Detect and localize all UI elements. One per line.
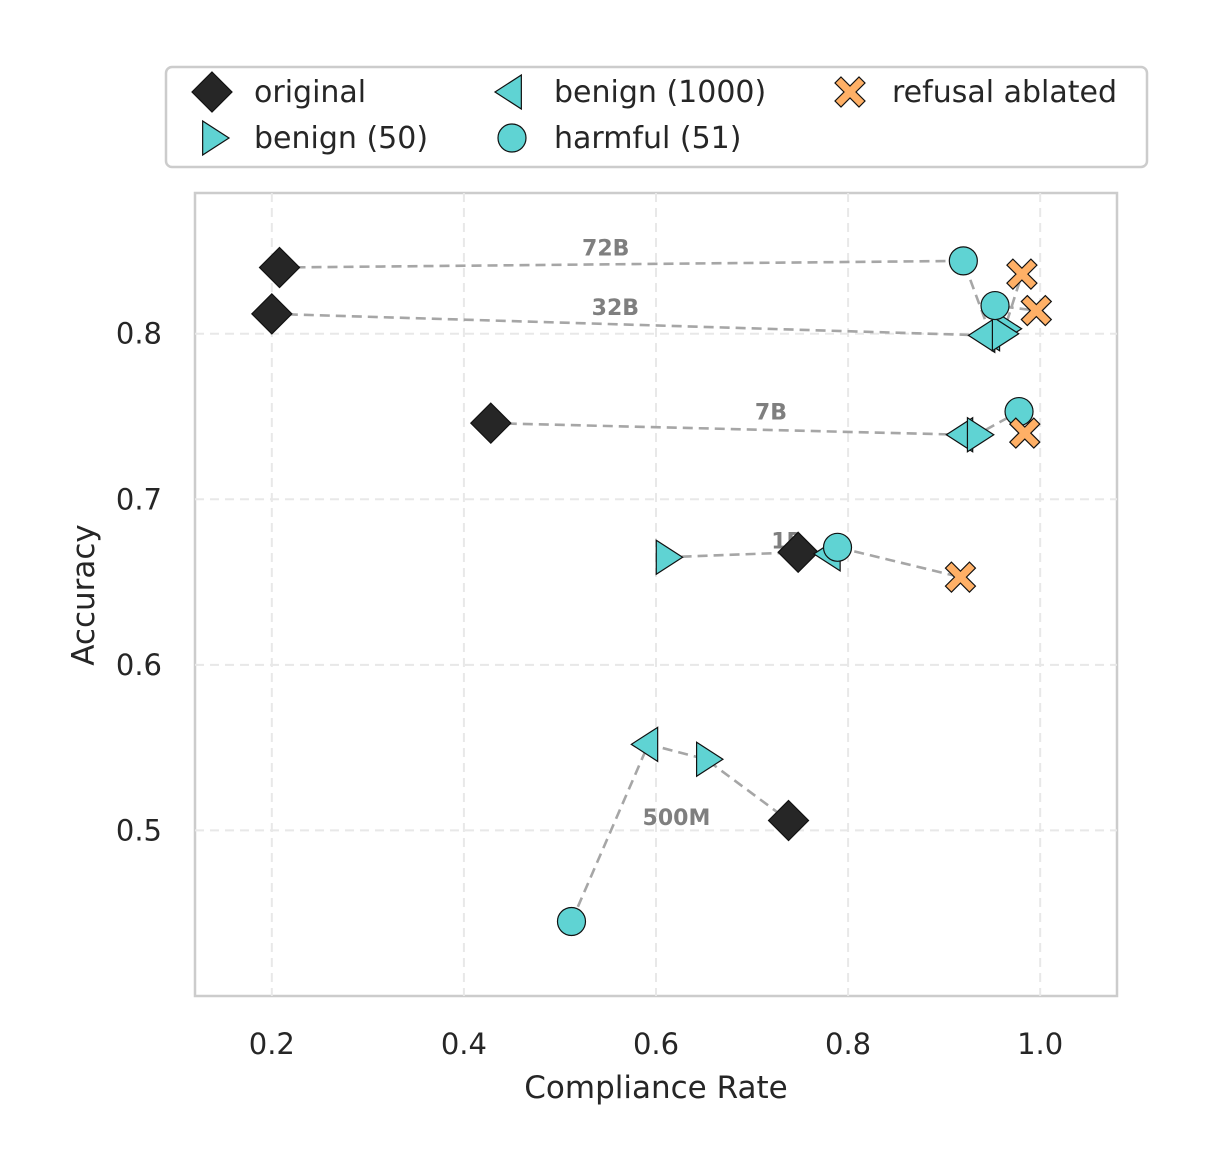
marker-500m-original [767,799,810,842]
y-tick-label: 0.6 [116,648,162,682]
x-tick-label: 0.2 [249,1027,295,1061]
marker-32b-original [250,293,293,335]
x-tick-label: 0.4 [441,1027,487,1061]
legend-label-harmful51: harmful (51) [554,121,741,156]
legend-label-benign50: benign (50) [254,121,428,156]
x-tick-label: 0.8 [825,1027,871,1061]
marker-72b-refusal [1006,258,1038,290]
marker-32b-harmful51 [980,290,1010,321]
legend: original benign (50) benign (1000) harmful … [164,65,1149,169]
legend-label-refusal: refusal ablated [892,75,1117,110]
x-tick-label: 0.6 [633,1027,679,1061]
tick-labels: 0.2 0.4 0.6 0.8 1.0 0.5 0.6 0.7 0.8 [116,317,1063,1061]
x-tick-label: 1.0 [1017,1027,1063,1061]
x-axis-label: Compliance Rate [524,1070,787,1106]
legend-label-benign1000: benign (1000) [554,75,766,110]
marker-7b-refusal [1008,417,1041,449]
legend-box [164,65,1149,169]
y-tick-label: 0.5 [116,813,162,847]
y-axis-label: Accuracy [66,524,102,666]
marker-1b-harmful51 [822,532,853,562]
legend-marker-benign50 [202,119,231,157]
marker-1b-refusal [944,561,977,593]
marker-32b-benign50 [991,315,1020,352]
path-500m [570,742,790,923]
marker-500m-benign1000 [630,726,659,763]
legend-marker-harmful51 [497,123,527,153]
marker-7b-original [469,402,512,444]
marker-72b-harmful51 [948,246,978,276]
marker-500m-harmful51 [556,906,587,937]
marker-72b-original [258,246,301,289]
model-label-72b: 72B [582,237,629,262]
marker-1b-original [777,531,819,574]
legend-label-original: original [254,75,366,110]
model-label-7b: 7B [755,401,787,426]
plot-area [193,191,1119,998]
y-tick-label: 0.7 [116,482,162,516]
marker-32b-refusal [1020,294,1053,327]
marker-500m-benign50 [695,741,725,778]
markers [250,246,1053,937]
legend-marker-original [191,71,233,113]
model-label-32b: 32B [592,296,639,321]
legend-marker-benign1000 [493,73,522,111]
marker-1b-benign50 [655,539,684,576]
marker-7b-benign50 [966,416,995,453]
legend-marker-refusal [834,76,866,108]
y-tick-label: 0.8 [116,317,162,351]
model-label-500m: 500M [643,806,711,831]
